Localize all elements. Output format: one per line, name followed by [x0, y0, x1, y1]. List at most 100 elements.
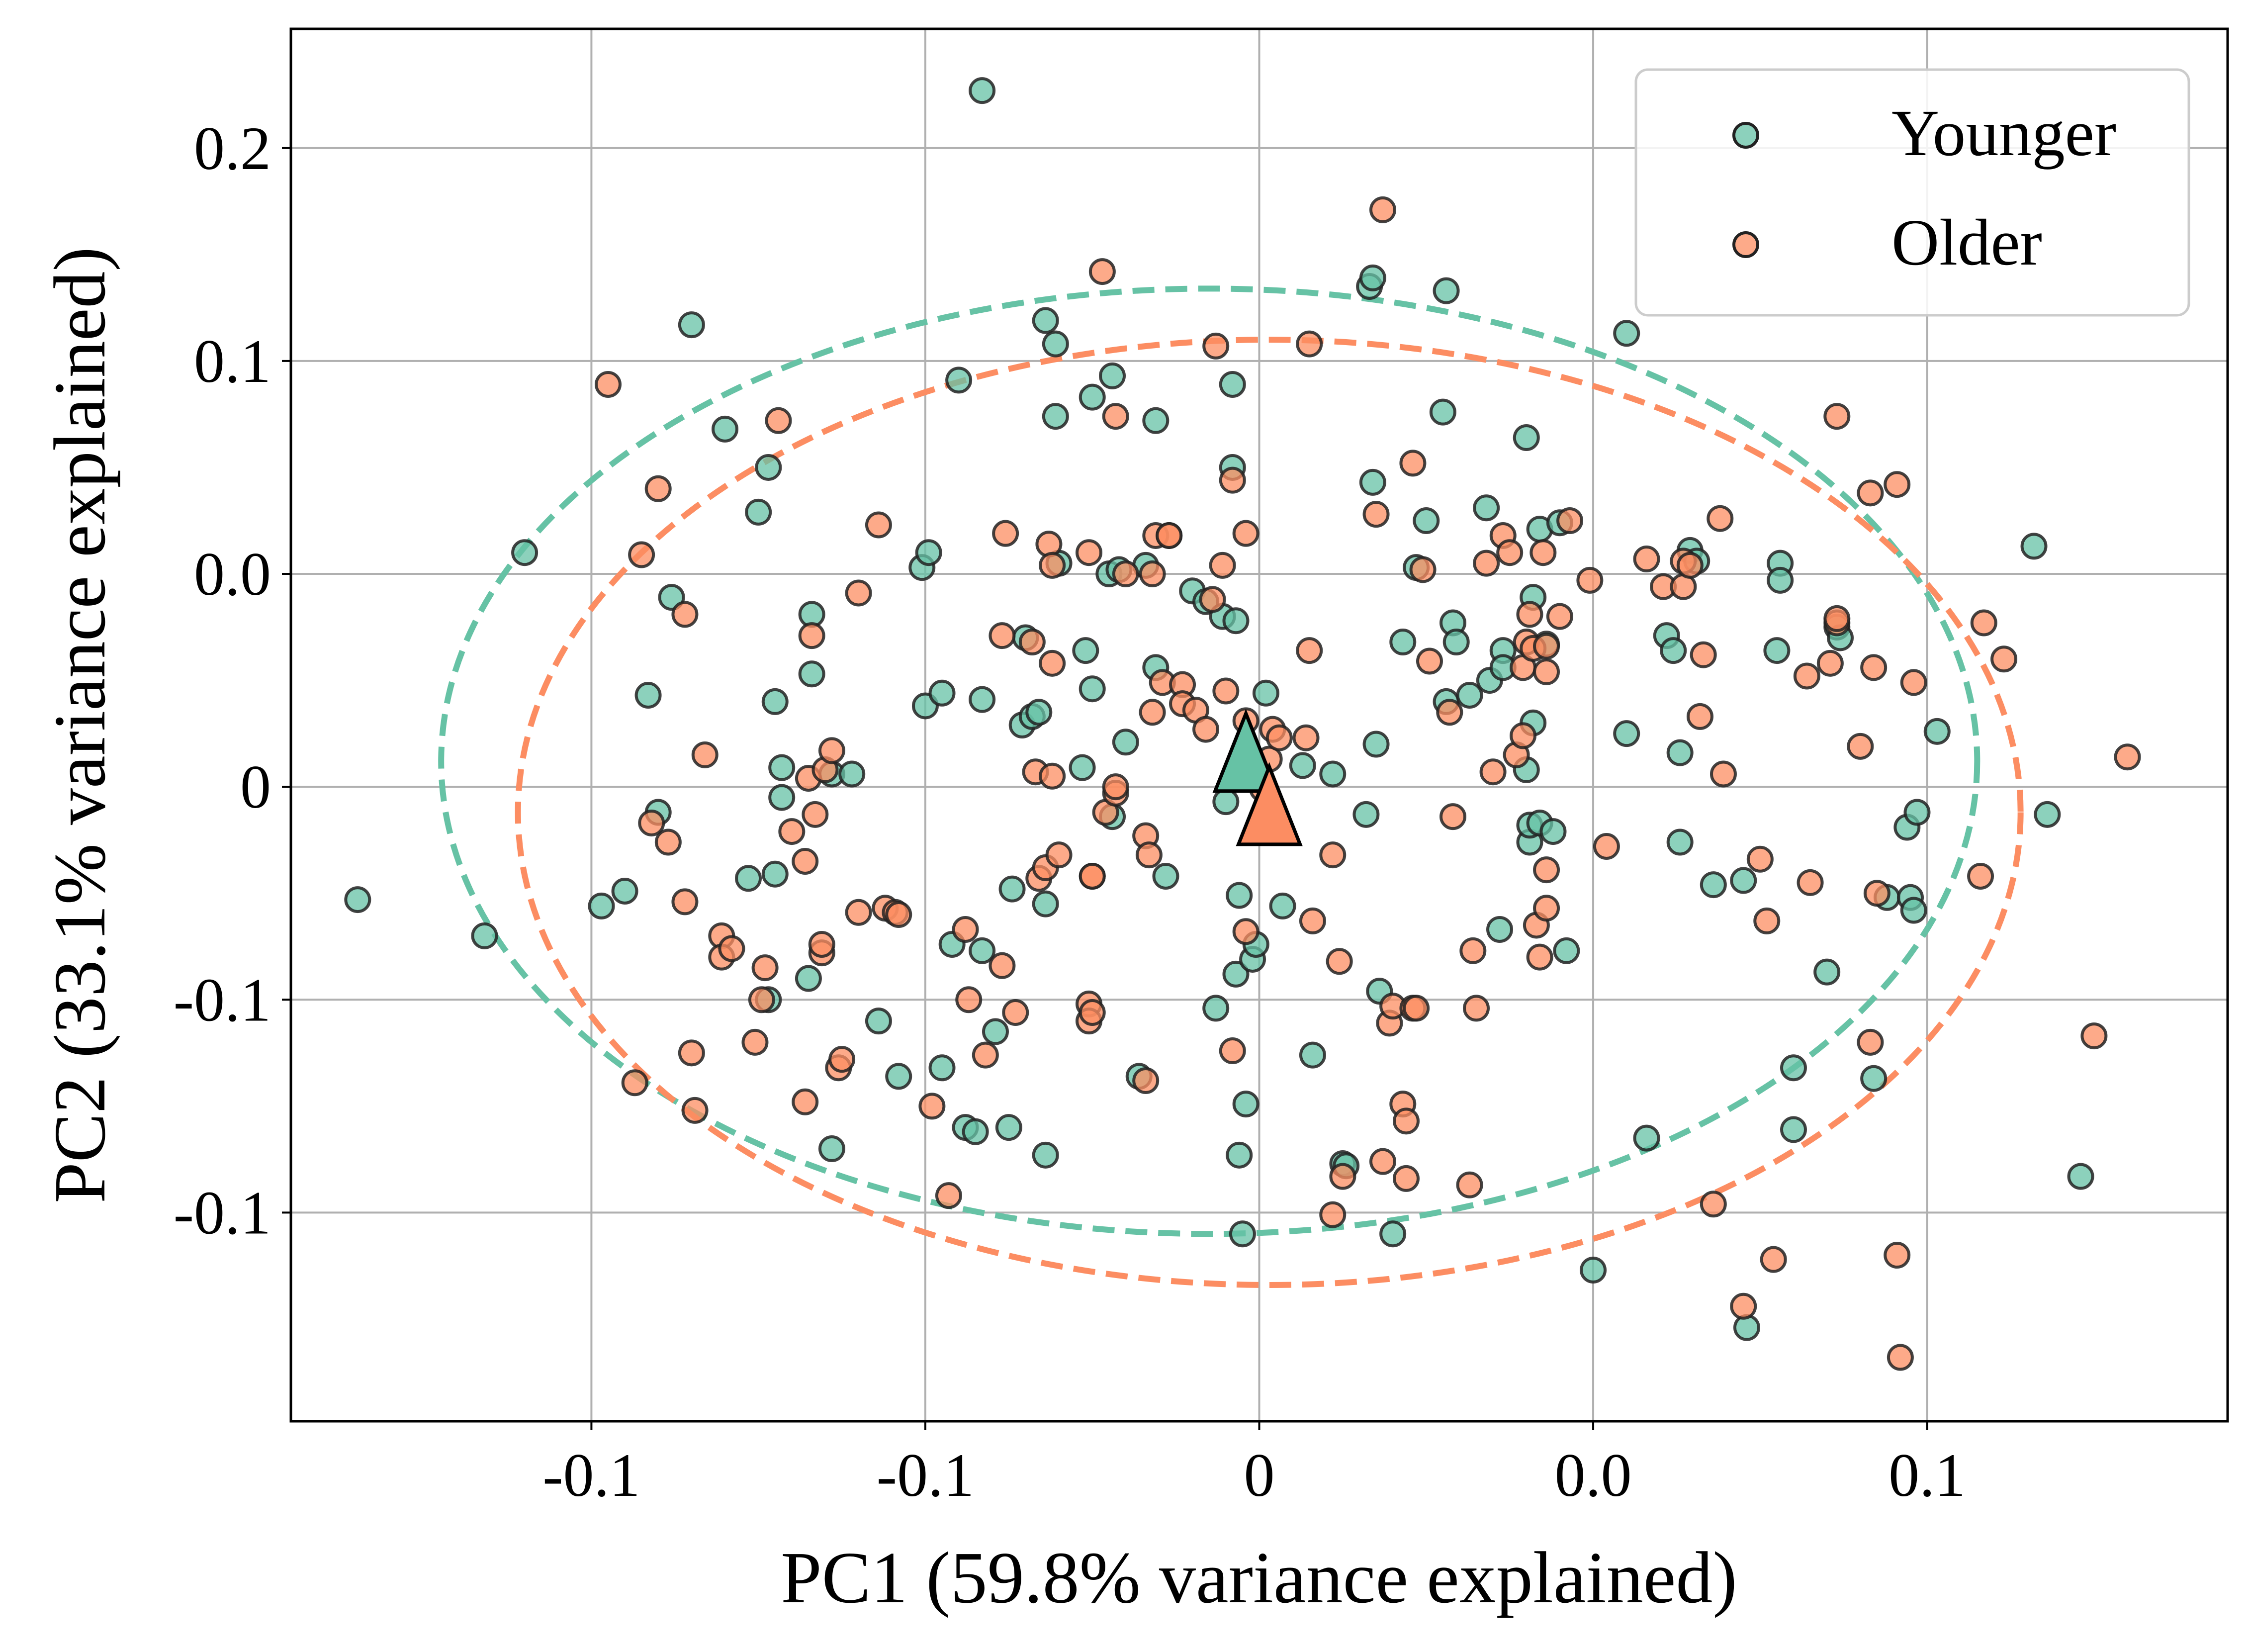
point-younger	[745, 498, 772, 526]
point-younger	[1379, 1220, 1407, 1248]
point-younger	[1099, 362, 1126, 389]
point-older	[1319, 1201, 1347, 1228]
y-axis-title: PC2 (33.1% variance explained)	[39, 247, 121, 1203]
point-younger	[1700, 871, 1727, 899]
point-younger	[1580, 1257, 1607, 1284]
point-older	[1392, 1165, 1420, 1192]
point-older	[1823, 403, 1851, 430]
point-younger	[1069, 754, 1096, 781]
point-older	[628, 541, 655, 568]
point-older	[1967, 862, 1994, 890]
point-older	[1459, 937, 1487, 964]
point-older	[594, 370, 622, 398]
point-older	[1546, 603, 1573, 630]
point-older	[1265, 724, 1293, 751]
ellipse-older	[515, 337, 2024, 1288]
x-axis-title: PC1 (59.8% variance explained)	[781, 1537, 1737, 1619]
point-younger	[1666, 739, 1694, 766]
point-younger	[634, 682, 662, 709]
point-older	[1409, 556, 1437, 583]
point-younger	[1142, 407, 1170, 434]
point-older	[1299, 907, 1326, 934]
point-older	[718, 935, 745, 962]
point-younger	[678, 311, 705, 339]
point-older	[1102, 403, 1129, 430]
point-older	[1319, 841, 1347, 869]
point-older	[1707, 505, 1734, 532]
point-younger	[2034, 801, 2061, 828]
point-younger	[1202, 995, 1230, 1022]
point-older	[1473, 550, 1500, 577]
point-older	[1863, 880, 1890, 907]
point-older	[1416, 647, 1443, 675]
point-older	[845, 579, 872, 607]
point-younger	[1613, 720, 1640, 747]
point-younger	[2067, 1163, 2094, 1190]
point-younger	[712, 415, 739, 443]
point-older	[1797, 869, 1824, 896]
point-older	[1139, 560, 1166, 588]
point-older	[1576, 566, 1604, 594]
point-older	[1292, 724, 1320, 751]
point-younger	[928, 1054, 956, 1082]
point-younger	[1042, 330, 1069, 358]
point-younger	[768, 754, 796, 781]
point-younger	[1633, 1124, 1660, 1152]
point-older	[1296, 637, 1323, 664]
point-older	[989, 952, 1016, 979]
point-younger	[1212, 788, 1240, 816]
point-younger	[1025, 699, 1053, 726]
x-tick-label: 0.1	[1889, 1441, 1966, 1509]
point-older	[792, 1088, 819, 1115]
point-older	[1847, 733, 1874, 760]
point-younger	[1219, 370, 1246, 398]
point-younger	[1730, 867, 1757, 894]
point-older	[1884, 1242, 1911, 1269]
point-older	[918, 1093, 946, 1120]
point-older	[1533, 633, 1560, 660]
point-older	[1132, 1067, 1160, 1094]
point-older	[671, 601, 699, 628]
point-younger	[1359, 468, 1386, 496]
point-younger	[1319, 760, 1347, 788]
point-younger	[1222, 960, 1250, 988]
point-younger	[885, 1063, 912, 1090]
point-older	[1816, 649, 1844, 677]
point-younger	[1860, 1065, 1888, 1092]
point-older	[1219, 1037, 1246, 1065]
point-younger	[1072, 637, 1099, 664]
legend-marker-younger	[1732, 122, 1759, 149]
point-older	[671, 888, 699, 916]
point-younger	[1900, 897, 1927, 924]
point-older	[1730, 1292, 1757, 1320]
y-tick-label: -0.1	[174, 1179, 271, 1247]
point-younger	[1289, 752, 1316, 779]
point-older	[992, 520, 1019, 547]
point-younger	[761, 688, 789, 715]
point-younger	[1513, 424, 1540, 452]
point-younger	[1923, 718, 1951, 745]
point-older	[1526, 943, 1553, 971]
point-older	[1076, 539, 1103, 566]
point-older	[1002, 999, 1029, 1026]
point-older	[1823, 605, 1851, 632]
point-older	[1392, 1107, 1420, 1135]
point-older	[644, 475, 672, 502]
point-younger	[471, 922, 498, 949]
point-older	[621, 1069, 648, 1097]
point-younger	[798, 660, 825, 688]
point-younger	[969, 77, 996, 104]
point-older	[765, 407, 792, 434]
point-older	[802, 801, 829, 828]
point-younger	[838, 760, 866, 788]
point-younger	[755, 454, 782, 481]
point-older	[1232, 520, 1260, 547]
point-younger	[1433, 277, 1460, 304]
point-older	[1496, 539, 1524, 566]
point-younger	[1252, 679, 1279, 707]
point-younger	[1456, 682, 1483, 709]
centroid-older	[1236, 762, 1303, 846]
point-younger	[1226, 1141, 1253, 1169]
point-older	[1329, 1163, 1356, 1190]
point-older	[1533, 895, 1560, 922]
